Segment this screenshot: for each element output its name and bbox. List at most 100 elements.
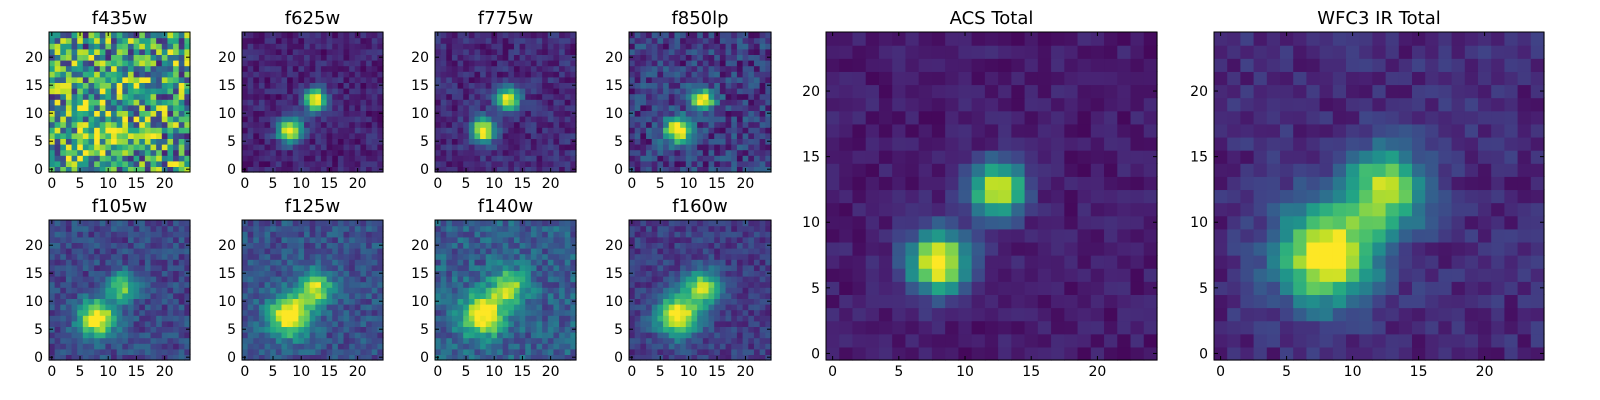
heatmap-cell xyxy=(94,37,101,44)
heatmap-cell xyxy=(765,343,772,350)
heatmap-cell xyxy=(326,248,333,255)
heatmap-cell xyxy=(525,281,532,288)
heatmap-cell xyxy=(697,304,704,311)
heatmap-cell xyxy=(508,242,515,249)
heatmap-cell xyxy=(702,110,710,117)
heatmap-cell xyxy=(65,281,73,288)
heatmap-cell xyxy=(559,287,566,294)
heatmap-cell xyxy=(360,48,367,55)
heatmap-cell xyxy=(178,71,185,78)
heatmap-cell xyxy=(547,248,555,255)
heatmap-cell xyxy=(725,149,732,156)
heatmap-cell xyxy=(663,337,670,344)
heatmap-cell xyxy=(247,259,254,266)
heatmap-cell xyxy=(287,110,294,117)
heatmap-cell xyxy=(651,315,658,322)
heatmap-cell xyxy=(559,326,566,333)
heatmap-cell xyxy=(77,43,84,50)
heatmap-cell xyxy=(519,320,526,327)
heatmap-cell xyxy=(668,121,676,128)
heatmap-cell xyxy=(326,149,333,156)
heatmap-cell xyxy=(292,298,299,305)
heatmap-cell xyxy=(281,326,288,333)
heatmap-cell xyxy=(184,149,191,156)
heatmap-cell xyxy=(731,60,738,67)
heatmap-cell xyxy=(315,88,322,95)
heatmap-cell xyxy=(127,276,135,283)
heatmap-cell xyxy=(111,155,118,162)
heatmap-cell xyxy=(116,231,123,238)
heatmap-cell xyxy=(320,43,328,50)
heatmap-cell xyxy=(685,93,693,100)
heatmap-cell xyxy=(553,54,560,61)
heatmap-cell xyxy=(247,231,254,238)
heatmap-cell xyxy=(144,76,152,83)
heatmap-cell xyxy=(553,116,560,123)
heatmap-cell xyxy=(719,32,727,39)
heatmap-cell xyxy=(457,270,464,277)
heatmap-cell xyxy=(287,287,294,294)
heatmap-cell xyxy=(54,326,61,333)
heatmap-cell xyxy=(674,298,681,305)
heatmap-cell xyxy=(736,88,744,95)
heatmap-cell xyxy=(65,149,73,156)
heatmap-cell xyxy=(366,37,373,44)
heatmap-cell xyxy=(502,76,509,83)
heatmap-cell xyxy=(463,65,470,72)
heatmap-cell xyxy=(502,354,509,361)
heatmap-cell xyxy=(94,160,101,167)
heatmap-cell xyxy=(304,88,311,95)
heatmap-cell xyxy=(564,60,571,67)
heatmap-cell xyxy=(502,259,509,266)
heatmap-cell xyxy=(502,127,509,134)
heatmap-cell xyxy=(287,337,294,344)
heatmap-cell xyxy=(281,231,288,238)
heatmap-cell xyxy=(111,93,118,100)
heatmap-cell xyxy=(525,231,532,238)
heatmap-cell xyxy=(173,82,180,89)
heatmap-cell xyxy=(111,264,118,271)
heatmap-cell xyxy=(161,315,169,322)
heatmap-cell xyxy=(167,110,174,117)
heatmap-cell xyxy=(139,287,146,294)
heatmap-cell xyxy=(742,43,749,50)
heatmap-cell xyxy=(485,326,492,333)
heatmap-cell xyxy=(309,281,316,288)
heatmap-cell xyxy=(542,281,549,288)
heatmap-cell xyxy=(332,104,339,111)
heatmap-cell xyxy=(508,220,515,227)
heatmap-cell xyxy=(133,88,140,95)
heatmap-cell xyxy=(731,276,738,283)
heatmap-cell xyxy=(247,121,254,128)
heatmap-cell xyxy=(77,276,84,283)
heatmap-cell xyxy=(60,253,67,260)
heatmap-cell xyxy=(371,138,378,145)
heatmap-cell xyxy=(497,37,504,44)
heatmap-cell xyxy=(691,270,698,277)
heatmap-cell xyxy=(360,76,367,83)
heatmap-cell xyxy=(54,220,61,227)
heatmap-cell xyxy=(519,315,526,322)
x-tick-label: 10 xyxy=(485,364,503,380)
heatmap-cell xyxy=(178,225,185,232)
heatmap-cell xyxy=(343,76,350,83)
heatmap-cell xyxy=(292,32,299,39)
heatmap-cell xyxy=(451,320,459,327)
heatmap-cell xyxy=(253,326,260,333)
heatmap-cell xyxy=(634,88,641,95)
heatmap-cell xyxy=(685,110,693,117)
heatmap-cell xyxy=(49,332,56,339)
heatmap-cell xyxy=(547,48,555,55)
heatmap-cell xyxy=(270,48,277,55)
heatmap-cell xyxy=(680,37,687,44)
heatmap-cell xyxy=(634,298,641,305)
heatmap-cell xyxy=(258,149,266,156)
heatmap-cell xyxy=(167,155,174,162)
heatmap-cell xyxy=(513,242,521,249)
heatmap-cell xyxy=(49,231,56,238)
heatmap-cell xyxy=(242,43,249,50)
heatmap-cell xyxy=(88,116,95,123)
heatmap-cell xyxy=(298,110,305,117)
heatmap-cell xyxy=(354,71,362,78)
heatmap-cell xyxy=(304,287,311,294)
